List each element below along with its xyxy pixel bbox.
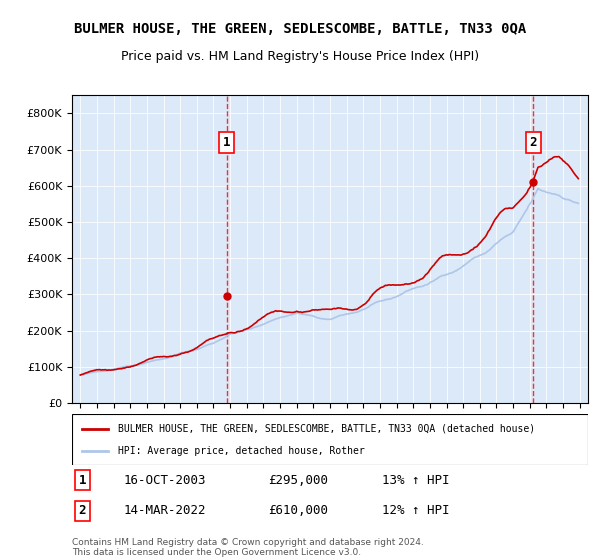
Text: 1: 1 [79, 474, 86, 487]
Text: 13% ↑ HPI: 13% ↑ HPI [382, 474, 449, 487]
Text: £295,000: £295,000 [268, 474, 328, 487]
Text: 1: 1 [223, 136, 230, 149]
Text: 2: 2 [79, 505, 86, 517]
Text: 14-MAR-2022: 14-MAR-2022 [124, 505, 206, 517]
Text: HPI: Average price, detached house, Rother: HPI: Average price, detached house, Roth… [118, 446, 365, 456]
Text: 2: 2 [529, 136, 537, 149]
Text: 12% ↑ HPI: 12% ↑ HPI [382, 505, 449, 517]
Text: Price paid vs. HM Land Registry's House Price Index (HPI): Price paid vs. HM Land Registry's House … [121, 50, 479, 63]
Text: 16-OCT-2003: 16-OCT-2003 [124, 474, 206, 487]
Text: £610,000: £610,000 [268, 505, 328, 517]
Text: Contains HM Land Registry data © Crown copyright and database right 2024.
This d: Contains HM Land Registry data © Crown c… [72, 538, 424, 557]
Text: BULMER HOUSE, THE GREEN, SEDLESCOMBE, BATTLE, TN33 0QA (detached house): BULMER HOUSE, THE GREEN, SEDLESCOMBE, BA… [118, 423, 536, 433]
FancyBboxPatch shape [72, 414, 588, 465]
Text: BULMER HOUSE, THE GREEN, SEDLESCOMBE, BATTLE, TN33 0QA: BULMER HOUSE, THE GREEN, SEDLESCOMBE, BA… [74, 22, 526, 36]
